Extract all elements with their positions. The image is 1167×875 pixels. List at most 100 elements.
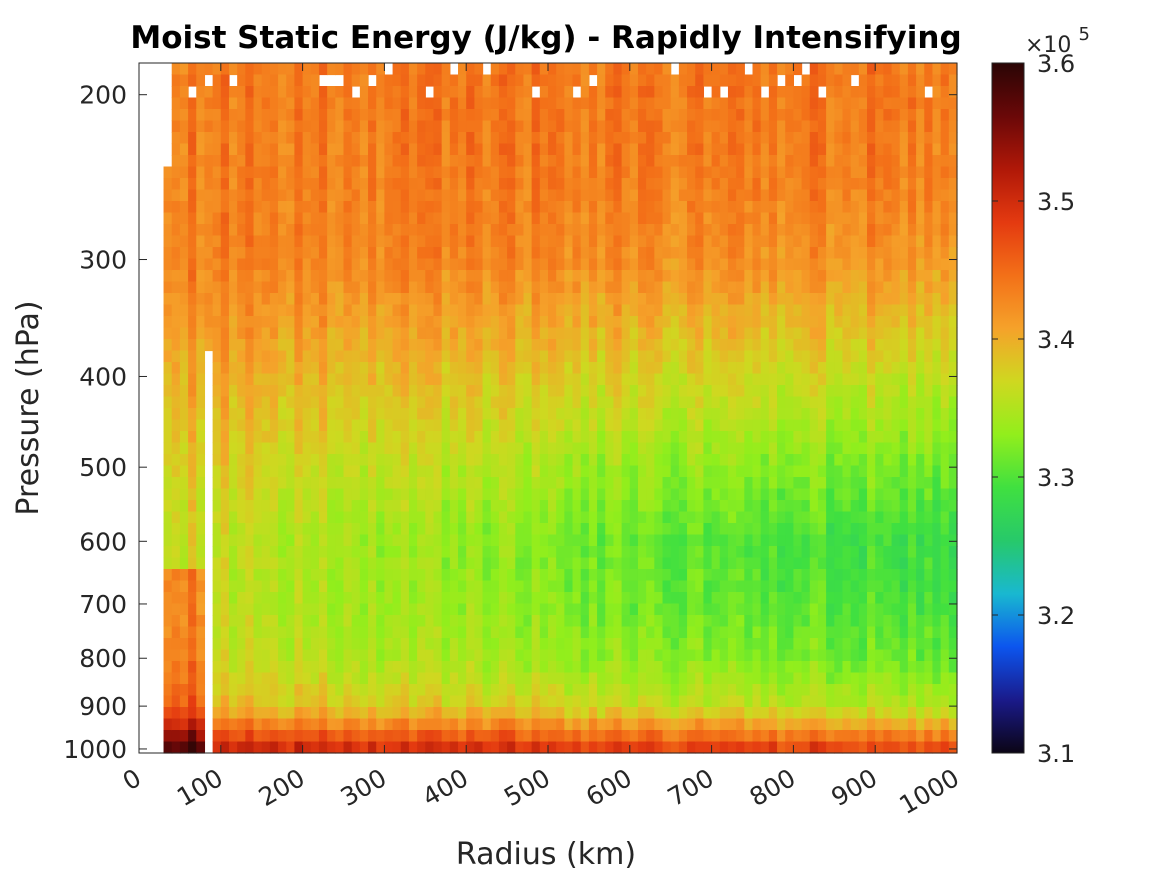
heatmap-cell <box>817 557 827 570</box>
heatmap-cell <box>687 707 696 720</box>
heatmap-cell <box>310 707 320 720</box>
heatmap-cell <box>654 511 664 524</box>
heatmap-cell <box>458 74 467 87</box>
heatmap-cell <box>695 488 705 501</box>
heatmap-cell <box>588 143 598 156</box>
heatmap-cell <box>768 603 778 616</box>
heatmap-cell <box>834 615 844 628</box>
heatmap-cell <box>654 86 664 99</box>
heatmap-cell <box>343 477 353 490</box>
heatmap-cell <box>580 649 590 662</box>
heatmap-cell <box>458 695 467 708</box>
heatmap-cell <box>498 638 508 651</box>
heatmap-cell <box>228 304 238 317</box>
heatmap-cell <box>220 155 230 168</box>
heatmap-cell <box>318 258 328 271</box>
heatmap-cell <box>171 431 181 444</box>
heatmap-cell <box>736 419 745 432</box>
heatmap-cell <box>310 569 320 582</box>
heatmap-cell <box>662 626 672 639</box>
heatmap-cell <box>687 212 696 225</box>
heatmap-cell <box>727 178 737 191</box>
heatmap-cell <box>695 661 705 674</box>
heatmap-cell <box>466 97 475 110</box>
heatmap-cell <box>777 396 786 409</box>
heatmap-cell <box>637 477 647 490</box>
heatmap-cell <box>269 534 279 547</box>
heatmap-cell <box>318 293 328 306</box>
heatmap-cell <box>245 718 255 731</box>
heatmap-cell <box>613 603 623 616</box>
heatmap-cell <box>826 477 835 490</box>
heatmap-cell <box>417 97 426 110</box>
heatmap-cell <box>441 155 451 168</box>
heatmap-cell <box>646 212 655 225</box>
heatmap-cell <box>695 396 705 409</box>
heatmap-cell <box>220 511 230 524</box>
heatmap-cell <box>384 465 394 478</box>
heatmap-cell <box>351 649 361 662</box>
heatmap-cell <box>498 327 508 340</box>
heatmap-cell <box>327 189 336 202</box>
heatmap-cell <box>744 350 754 363</box>
heatmap-cell <box>654 224 664 237</box>
heatmap-cell <box>621 741 631 754</box>
heatmap-cell <box>687 327 696 340</box>
heatmap-cell <box>809 419 819 432</box>
heatmap-cell <box>719 396 729 409</box>
heatmap-cell <box>204 166 214 179</box>
heatmap-cell <box>466 442 475 455</box>
heatmap-cell <box>637 465 647 478</box>
heatmap-cell <box>228 546 238 559</box>
heatmap-cell <box>850 97 860 110</box>
heatmap-cell <box>278 431 287 444</box>
heatmap-cell <box>261 546 271 559</box>
heatmap-cell <box>228 350 238 363</box>
heatmap-cell <box>400 672 410 685</box>
heatmap-cell <box>580 534 590 547</box>
heatmap-cell <box>376 212 385 225</box>
heatmap-cell <box>777 189 786 202</box>
heatmap-cell <box>163 408 173 421</box>
heatmap-cell <box>744 155 754 168</box>
heatmap-cell <box>719 212 729 225</box>
heatmap-cell <box>605 730 615 743</box>
heatmap-cell <box>204 86 214 99</box>
heatmap-cell <box>703 316 713 329</box>
heatmap-cell <box>523 385 533 398</box>
heatmap-cell <box>376 741 385 754</box>
heatmap-cell <box>458 672 467 685</box>
heatmap-cell <box>253 730 263 743</box>
heatmap-cell <box>580 327 590 340</box>
heatmap-cell <box>548 615 557 628</box>
heatmap-cell <box>629 615 639 628</box>
heatmap-cell <box>294 97 304 110</box>
heatmap-cell <box>441 63 451 76</box>
heatmap-cell <box>646 546 655 559</box>
heatmap-cell <box>507 189 516 202</box>
heatmap-cell <box>662 74 672 87</box>
heatmap-cell <box>572 339 582 352</box>
heatmap-cell <box>736 477 745 490</box>
heatmap-cell <box>670 730 680 743</box>
heatmap-cell <box>539 500 549 513</box>
heatmap-cell <box>752 442 762 455</box>
heatmap-cell <box>654 178 664 191</box>
heatmap-cell <box>515 431 525 444</box>
heatmap-cell <box>539 166 549 179</box>
heatmap-cell <box>433 592 443 605</box>
heatmap-cell <box>433 465 443 478</box>
heatmap-cell <box>351 385 361 398</box>
heatmap-cell <box>613 247 623 260</box>
heatmap-cell <box>613 166 623 179</box>
heatmap-cell <box>359 534 369 547</box>
heatmap-cell <box>449 419 459 432</box>
heatmap-cell <box>556 592 565 605</box>
heatmap-cell <box>220 143 230 156</box>
heatmap-cell <box>408 132 418 145</box>
heatmap-cell <box>613 74 623 87</box>
heatmap-cell <box>458 293 467 306</box>
heatmap-cell <box>572 385 582 398</box>
heatmap-cell <box>744 120 754 133</box>
heatmap-cell <box>343 626 353 639</box>
